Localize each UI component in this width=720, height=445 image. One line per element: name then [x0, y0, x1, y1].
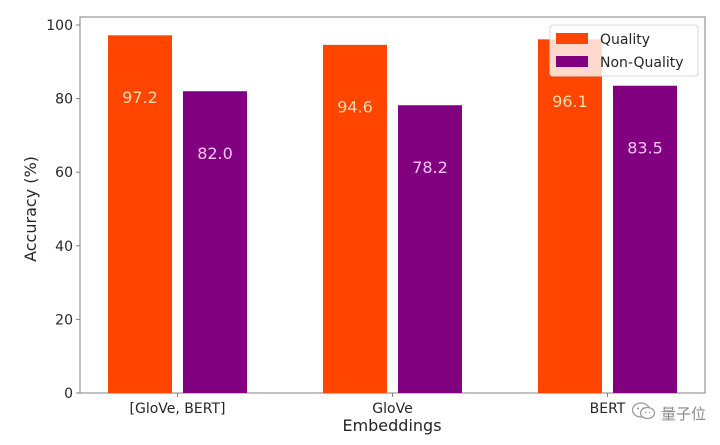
- bar-value-label: 96.1: [552, 92, 588, 111]
- bar-non-quality: [613, 85, 677, 393]
- legend-label: Non-Quality: [600, 55, 684, 71]
- y-tick-label: 80: [55, 92, 73, 108]
- y-tick-label: 60: [55, 165, 73, 181]
- watermark-text: 量子位: [660, 404, 706, 423]
- bar-value-label: 97.2: [122, 88, 158, 107]
- bar-value-label: 83.5: [627, 138, 663, 157]
- bars: [108, 35, 677, 394]
- legend-swatch-non-quality: [556, 56, 588, 67]
- bar-value-label: 78.2: [412, 158, 448, 177]
- y-axis: 0 20 40 60 80 100: [46, 18, 80, 402]
- y-tick-label: 20: [55, 312, 73, 328]
- x-axis-title: Embeddings: [342, 416, 441, 435]
- legend: Quality Non-Quality: [549, 24, 699, 77]
- x-tick-label: [GloVe, BERT]: [130, 401, 226, 417]
- wechat-icon: [631, 401, 657, 425]
- bar-labels: 97.2 82.0 94.6 78.2 96.1 83.5: [122, 88, 663, 177]
- legend-swatch-quality: [556, 33, 588, 44]
- bar-non-quality: [398, 105, 462, 393]
- bar-value-label: 94.6: [337, 97, 373, 116]
- y-tick-label: 40: [55, 239, 73, 255]
- bar-non-quality: [183, 91, 247, 394]
- bar-quality: [538, 39, 602, 394]
- bar-quality: [108, 35, 172, 393]
- bar-value-label: 82.0: [197, 144, 233, 163]
- y-tick-label: 0: [64, 386, 73, 402]
- legend-label: Quality: [600, 32, 650, 48]
- watermark: 量子位: [631, 401, 706, 425]
- y-axis-title: Accuracy (%): [21, 156, 40, 262]
- x-tick-label: GloVe: [372, 401, 412, 417]
- y-tick-label: 100: [46, 18, 73, 34]
- bar-quality: [323, 44, 387, 393]
- x-axis: [GloVe, BERT] GloVe BERT: [130, 393, 626, 417]
- x-tick-label: BERT: [590, 401, 626, 417]
